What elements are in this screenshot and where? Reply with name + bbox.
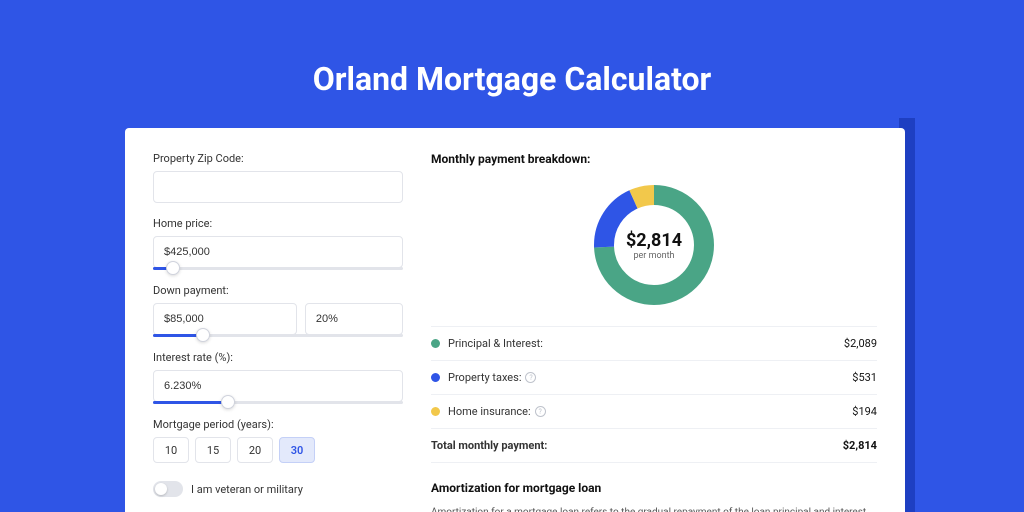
legend-dot <box>431 373 440 382</box>
period-options: 10152030 <box>153 437 403 463</box>
period-option-30[interactable]: 30 <box>279 437 315 463</box>
info-icon[interactable]: ? <box>535 406 546 417</box>
period-option-20[interactable]: 20 <box>237 437 273 463</box>
veteran-row: I am veteran or military <box>153 481 403 497</box>
down-payment-slider[interactable] <box>153 334 403 337</box>
breakdown-column: Monthly payment breakdown: $2,814 per mo… <box>431 152 877 504</box>
interest-rate-field: Interest rate (%): <box>153 351 403 404</box>
period-option-10[interactable]: 10 <box>153 437 189 463</box>
legend-dot <box>431 407 440 416</box>
legend-label: Home insurance:? <box>448 405 852 418</box>
veteran-toggle-knob <box>155 483 167 495</box>
donut-wrap: $2,814 per month <box>431 180 877 310</box>
legend-row-1: Property taxes:?$531 <box>431 361 877 395</box>
down-payment-field: Down payment: <box>153 284 403 337</box>
interest-rate-slider-thumb[interactable] <box>221 395 235 409</box>
down-payment-slider-thumb[interactable] <box>196 328 210 342</box>
interest-rate-slider-fill <box>153 401 228 404</box>
amortization-title: Amortization for mortgage loan <box>431 481 877 495</box>
home-price-input[interactable] <box>153 236 403 268</box>
period-label: Mortgage period (years): <box>153 418 403 431</box>
total-value: $2,814 <box>843 439 877 452</box>
interest-rate-slider[interactable] <box>153 401 403 404</box>
down-payment-label: Down payment: <box>153 284 403 297</box>
donut-amount: $2,814 <box>626 230 682 251</box>
period-option-15[interactable]: 15 <box>195 437 231 463</box>
legend-value: $194 <box>852 405 877 418</box>
legend-value: $531 <box>852 371 877 384</box>
legend: Principal & Interest:$2,089Property taxe… <box>431 326 877 463</box>
home-price-slider-thumb[interactable] <box>166 261 180 275</box>
legend-value: $2,089 <box>844 337 877 350</box>
veteran-toggle[interactable] <box>153 481 183 497</box>
page-title: Orland Mortgage Calculator <box>0 0 1024 98</box>
donut-chart: $2,814 per month <box>589 180 719 310</box>
down-payment-amount-input[interactable] <box>153 303 297 335</box>
home-price-field: Home price: <box>153 217 403 270</box>
form-column: Property Zip Code: Home price: Down paym… <box>153 152 403 504</box>
period-field: Mortgage period (years): 10152030 <box>153 418 403 463</box>
total-label: Total monthly payment: <box>431 439 843 452</box>
donut-sub: per month <box>633 251 674 261</box>
legend-row-0: Principal & Interest:$2,089 <box>431 327 877 361</box>
breakdown-title: Monthly payment breakdown: <box>431 152 877 166</box>
home-price-slider[interactable] <box>153 267 403 270</box>
page-root: Orland Mortgage Calculator Property Zip … <box>0 0 1024 512</box>
home-price-label: Home price: <box>153 217 403 230</box>
interest-rate-input[interactable] <box>153 370 403 402</box>
veteran-label: I am veteran or military <box>191 483 303 496</box>
legend-row-total: Total monthly payment:$2,814 <box>431 429 877 463</box>
interest-rate-label: Interest rate (%): <box>153 351 403 364</box>
calculator-card: Property Zip Code: Home price: Down paym… <box>125 128 905 512</box>
legend-label: Property taxes:? <box>448 371 852 384</box>
legend-label: Principal & Interest: <box>448 337 844 350</box>
donut-center: $2,814 per month <box>589 180 719 310</box>
legend-row-2: Home insurance:?$194 <box>431 395 877 429</box>
zip-input[interactable] <box>153 171 403 203</box>
amortization-text: Amortization for a mortgage loan refers … <box>431 505 877 512</box>
info-icon[interactable]: ? <box>525 372 536 383</box>
zip-label: Property Zip Code: <box>153 152 403 165</box>
down-payment-pct-input[interactable] <box>305 303 403 335</box>
zip-field: Property Zip Code: <box>153 152 403 203</box>
legend-dot <box>431 339 440 348</box>
